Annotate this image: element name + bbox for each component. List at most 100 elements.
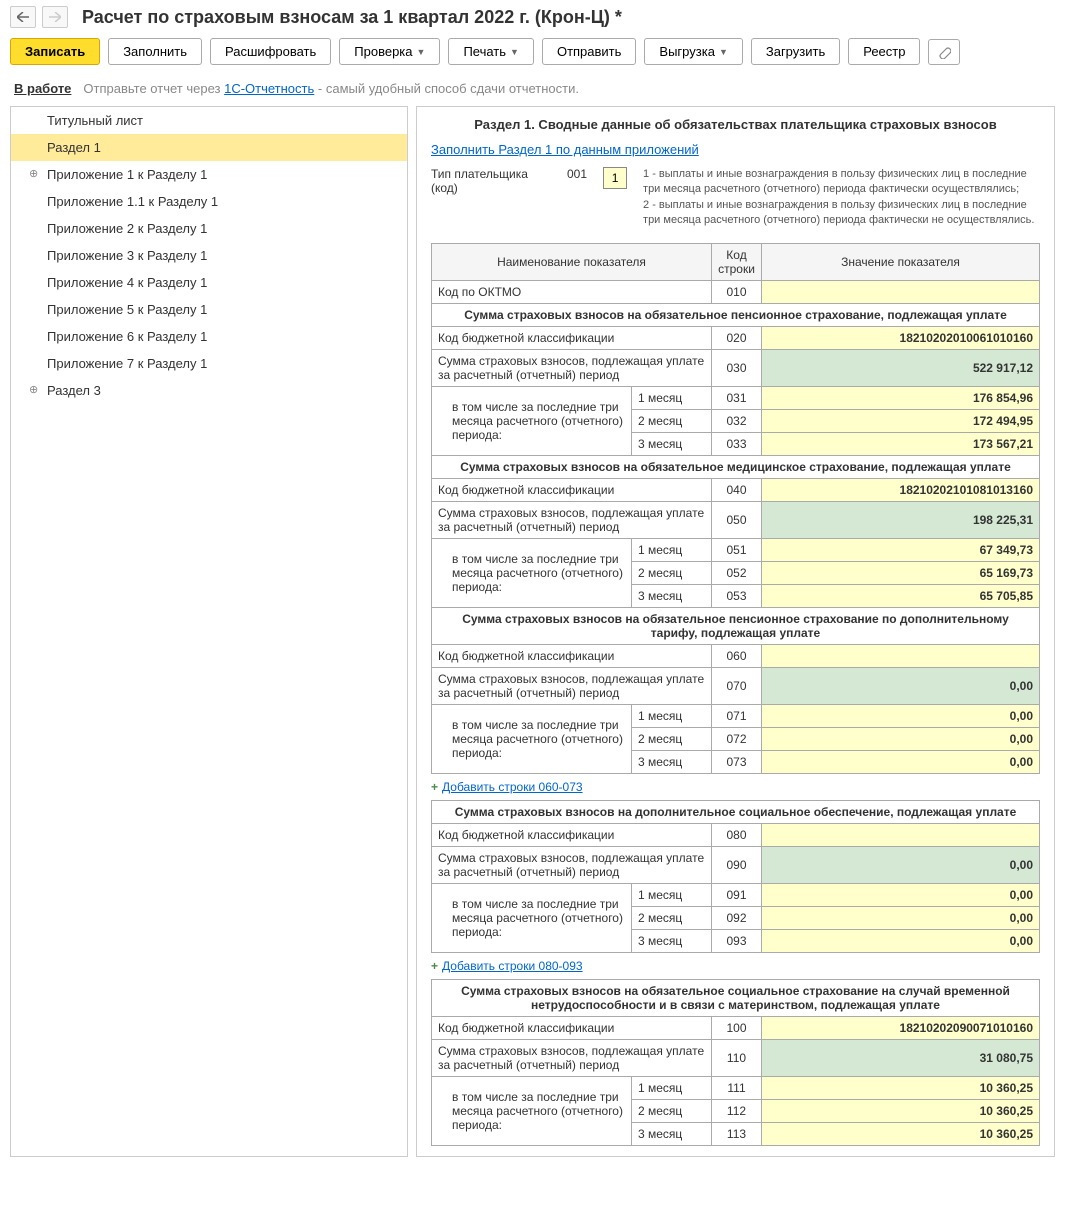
month-2-value[interactable]: 172 494,95 xyxy=(762,409,1040,432)
add-rows-link[interactable]: Добавить строки 080-093 xyxy=(442,959,583,973)
tree-item[interactable]: Приложение 4 к Разделу 1 xyxy=(11,269,407,296)
month-3-label: 3 месяц xyxy=(632,750,712,773)
kbk-value[interactable]: 18210202090071010160 xyxy=(762,1016,1040,1039)
sum-value[interactable]: 0,00 xyxy=(762,846,1040,883)
tree-item[interactable]: Приложение 6 к Разделу 1 xyxy=(11,323,407,350)
export-button[interactable]: Выгрузка▼ xyxy=(644,38,742,65)
sum-value[interactable]: 522 917,12 xyxy=(762,349,1040,386)
kbk-value[interactable]: 18210202101081013160 xyxy=(762,478,1040,501)
status-info: Отправьте отчет через 1С-Отчетность - са… xyxy=(83,81,579,96)
kbk-label: Код бюджетной классификации xyxy=(432,478,712,501)
months-label: в том числе за последние три месяца расч… xyxy=(432,704,632,773)
paperclip-icon xyxy=(937,45,951,59)
row-code: 032 xyxy=(712,409,762,432)
sum-value[interactable]: 198 225,31 xyxy=(762,501,1040,538)
nav-forward-button[interactable] xyxy=(42,6,68,28)
col-header-value: Значение показателя xyxy=(762,243,1040,280)
month-2-value[interactable]: 10 360,25 xyxy=(762,1099,1040,1122)
row-code: 110 xyxy=(712,1039,762,1076)
month-1-label: 1 месяц xyxy=(632,538,712,561)
kbk-value[interactable] xyxy=(762,644,1040,667)
tree-item[interactable]: Приложение 2 к Разделу 1 xyxy=(11,215,407,242)
kbk-value[interactable] xyxy=(762,823,1040,846)
payer-type-input[interactable] xyxy=(603,167,627,189)
group-title: Сумма страховых взносов на обязательное … xyxy=(432,455,1040,478)
sum-value[interactable]: 31 080,75 xyxy=(762,1039,1040,1076)
kbk-value[interactable]: 18210202010061010160 xyxy=(762,326,1040,349)
month-1-label: 1 месяц xyxy=(632,1076,712,1099)
tree-item[interactable]: Приложение 7 к Разделу 1 xyxy=(11,350,407,377)
kbk-label: Код бюджетной классификации xyxy=(432,326,712,349)
group-title: Сумма страховых взносов на дополнительно… xyxy=(432,800,1040,823)
sum-label: Сумма страховых взносов, подлежащая упла… xyxy=(432,1039,712,1076)
send-button[interactable]: Отправить xyxy=(542,38,636,65)
print-button[interactable]: Печать▼ xyxy=(448,38,534,65)
tree-item[interactable]: Титульный лист xyxy=(11,107,407,134)
month-3-value[interactable]: 173 567,21 xyxy=(762,432,1040,455)
month-2-label: 2 месяц xyxy=(632,409,712,432)
tree-item[interactable]: Раздел 1 xyxy=(11,134,407,161)
fill-button[interactable]: Заполнить xyxy=(108,38,202,65)
row-code: 091 xyxy=(712,883,762,906)
nav-back-button[interactable] xyxy=(10,6,36,28)
month-3-value[interactable]: 65 705,85 xyxy=(762,584,1040,607)
months-label: в том числе за последние три месяца расч… xyxy=(432,538,632,607)
tree-item[interactable]: Приложение 1 к Разделу 1 xyxy=(11,161,407,188)
row-code: 033 xyxy=(712,432,762,455)
row-code: 050 xyxy=(712,501,762,538)
sum-label: Сумма страховых взносов, подлежащая упла… xyxy=(432,501,712,538)
row-code: 071 xyxy=(712,704,762,727)
month-2-value[interactable]: 65 169,73 xyxy=(762,561,1040,584)
row-code: 092 xyxy=(712,906,762,929)
group-title: Сумма страховых взносов на обязательное … xyxy=(432,303,1040,326)
tree-item[interactable]: Приложение 3 к Разделу 1 xyxy=(11,242,407,269)
month-2-value[interactable]: 0,00 xyxy=(762,727,1040,750)
tree-item[interactable]: Приложение 5 к Разделу 1 xyxy=(11,296,407,323)
sum-label: Сумма страховых взносов, подлежащая упла… xyxy=(432,846,712,883)
status-label[interactable]: В работе xyxy=(14,81,71,96)
months-label: в том числе за последние три месяца расч… xyxy=(432,386,632,455)
plus-icon: + xyxy=(431,959,438,973)
month-3-value[interactable]: 0,00 xyxy=(762,929,1040,952)
write-button[interactable]: Записать xyxy=(10,38,100,65)
tree-item[interactable]: Раздел 3 xyxy=(11,377,407,404)
load-button[interactable]: Загрузить xyxy=(751,38,840,65)
data-table: Сумма страховых взносов на обязательное … xyxy=(431,979,1040,1146)
registry-button[interactable]: Реестр xyxy=(848,38,920,65)
kbk-label: Код бюджетной классификации xyxy=(432,644,712,667)
month-3-value[interactable]: 0,00 xyxy=(762,750,1040,773)
month-2-label: 2 месяц xyxy=(632,1099,712,1122)
row-code: 051 xyxy=(712,538,762,561)
oktmo-value[interactable] xyxy=(762,280,1040,303)
sum-label: Сумма страховых взносов, подлежащая упла… xyxy=(432,349,712,386)
decode-button[interactable]: Расшифровать xyxy=(210,38,331,65)
month-1-value[interactable]: 10 360,25 xyxy=(762,1076,1040,1099)
month-1-value[interactable]: 176 854,96 xyxy=(762,386,1040,409)
tree-item[interactable]: Приложение 1.1 к Разделу 1 xyxy=(11,188,407,215)
payer-code: 001 xyxy=(567,167,587,181)
month-3-value[interactable]: 10 360,25 xyxy=(762,1122,1040,1145)
month-2-label: 2 месяц xyxy=(632,727,712,750)
col-header-code: Код строки xyxy=(712,243,762,280)
reporting-link[interactable]: 1С-Отчетность xyxy=(224,81,314,96)
attach-button[interactable] xyxy=(928,39,960,65)
payer-type-desc: 1 - выплаты и иные вознаграждения в поль… xyxy=(643,167,1040,229)
month-1-value[interactable]: 67 349,73 xyxy=(762,538,1040,561)
sum-value[interactable]: 0,00 xyxy=(762,667,1040,704)
dropdown-icon: ▼ xyxy=(510,47,519,57)
check-button[interactable]: Проверка▼ xyxy=(339,38,440,65)
row-code: 100 xyxy=(712,1016,762,1039)
month-1-value[interactable]: 0,00 xyxy=(762,883,1040,906)
month-1-label: 1 месяц xyxy=(632,386,712,409)
oktmo-label: Код по ОКТМО xyxy=(432,280,712,303)
fill-section-link[interactable]: Заполнить Раздел 1 по данным приложений xyxy=(431,142,1040,157)
month-1-label: 1 месяц xyxy=(632,883,712,906)
month-2-label: 2 месяц xyxy=(632,561,712,584)
month-2-value[interactable]: 0,00 xyxy=(762,906,1040,929)
month-1-value[interactable]: 0,00 xyxy=(762,704,1040,727)
months-label: в том числе за последние три месяца расч… xyxy=(432,1076,632,1145)
month-3-label: 3 месяц xyxy=(632,584,712,607)
group-title: Сумма страховых взносов на обязательное … xyxy=(432,607,1040,644)
row-code: 111 xyxy=(712,1076,762,1099)
add-rows-link[interactable]: Добавить строки 060-073 xyxy=(442,780,583,794)
